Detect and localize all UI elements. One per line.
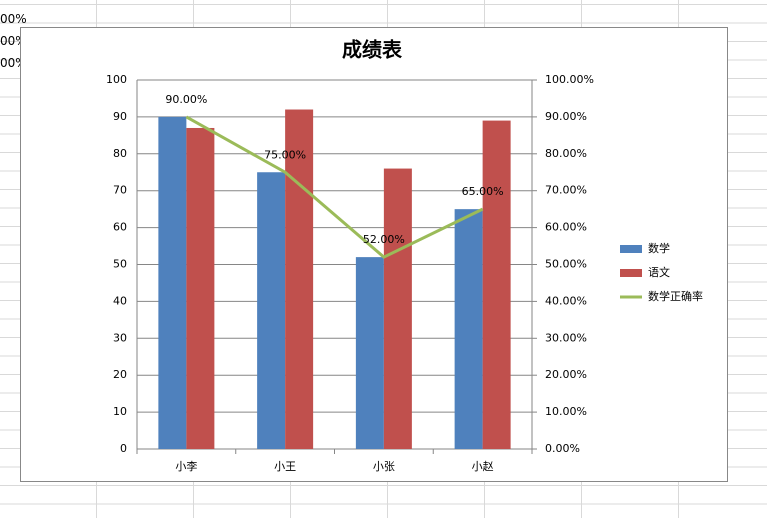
y-tick-label: 100 bbox=[106, 73, 127, 86]
y2-tick-label: 100.00% bbox=[545, 73, 594, 86]
bar bbox=[257, 172, 286, 449]
y2-tick-label: 20.00% bbox=[545, 368, 587, 381]
y2-tick-label: 70.00% bbox=[545, 184, 587, 197]
y2-tick-label: 0.00% bbox=[545, 442, 580, 455]
bar bbox=[285, 109, 314, 450]
data-label: 75.00% bbox=[264, 148, 306, 161]
legend-label: 语文 bbox=[648, 265, 670, 279]
bar bbox=[186, 127, 215, 449]
x-tick-label: 小王 bbox=[274, 460, 296, 473]
y2-tick-label: 30.00% bbox=[545, 331, 587, 344]
bar bbox=[158, 116, 187, 450]
y-tick-label: 40 bbox=[113, 294, 127, 307]
bar bbox=[383, 168, 412, 449]
y-tick-label: 50 bbox=[113, 258, 127, 271]
legend-label: 数学正确率 bbox=[648, 289, 703, 303]
x-tick-label: 小张 bbox=[373, 460, 395, 473]
data-label: 90.00% bbox=[165, 93, 207, 106]
bar bbox=[482, 120, 511, 449]
y-tick-label: 90 bbox=[113, 110, 127, 123]
y-tick-label: 80 bbox=[113, 147, 127, 160]
data-label: 65.00% bbox=[462, 185, 504, 198]
legend-label: 数学 bbox=[648, 241, 670, 255]
x-tick-label: 小赵 bbox=[472, 459, 494, 473]
y2-tick-label: 60.00% bbox=[545, 221, 587, 234]
legend-swatch bbox=[620, 269, 642, 277]
line-series bbox=[185, 115, 484, 259]
y-tick-label: 10 bbox=[113, 405, 127, 418]
chart-title: 成绩表 bbox=[342, 38, 403, 62]
data-label: 52.00% bbox=[363, 233, 405, 246]
y2-tick-label: 80.00% bbox=[545, 147, 587, 160]
y2-tick-label: 40.00% bbox=[545, 294, 587, 307]
legend-swatch bbox=[620, 245, 642, 253]
y-tick-label: 30 bbox=[113, 331, 127, 344]
x-tick-label: 小李 bbox=[175, 459, 197, 473]
y-tick-label: 60 bbox=[113, 221, 127, 234]
y2-tick-label: 50.00% bbox=[545, 258, 587, 271]
y-tick-label: 20 bbox=[113, 368, 127, 381]
y-tick-label: 0 bbox=[120, 442, 127, 455]
cell-fragment: 00% bbox=[0, 12, 27, 26]
y2-tick-label: 90.00% bbox=[545, 110, 587, 123]
bar bbox=[355, 257, 384, 449]
y-tick-label: 70 bbox=[113, 184, 127, 197]
bar bbox=[454, 209, 483, 449]
y2-tick-label: 10.00% bbox=[545, 405, 587, 418]
